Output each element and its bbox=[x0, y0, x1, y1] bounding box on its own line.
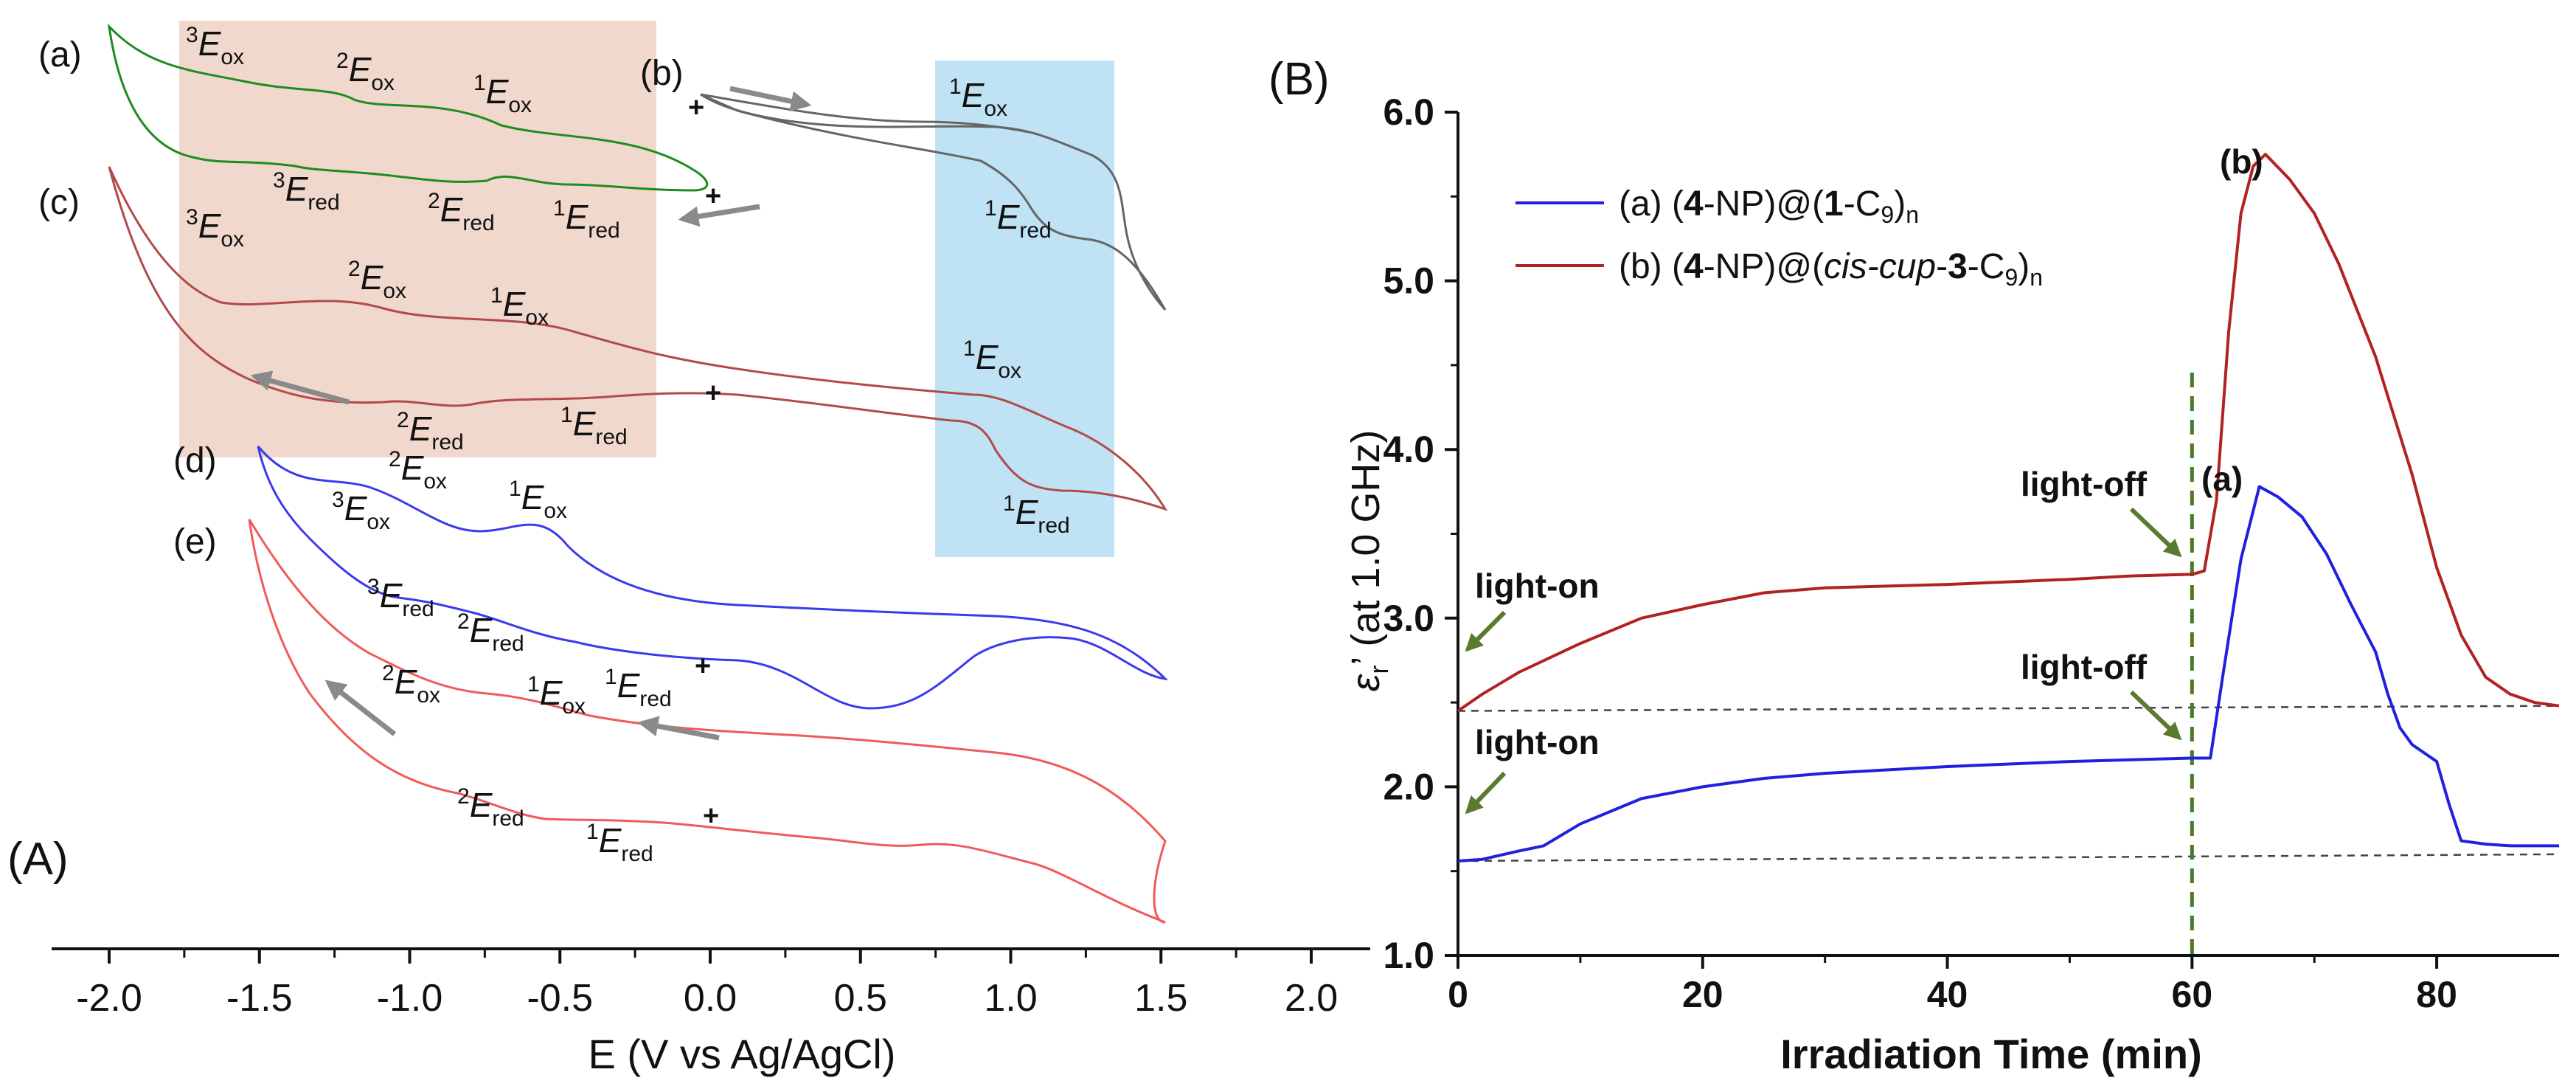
series-line-b bbox=[1457, 153, 2560, 713]
peak-label-c-1red: 1Ered bbox=[560, 403, 628, 449]
cv-curve-b bbox=[700, 93, 1167, 311]
panel-b-y-tick-label: 1.0 bbox=[1383, 935, 1434, 976]
series-label-a: (a) bbox=[2201, 460, 2243, 498]
annotation-light-off-b: light-off bbox=[2021, 465, 2148, 503]
region-negative-window bbox=[179, 21, 656, 457]
peak-label-e-1red: 1Ered bbox=[586, 820, 653, 866]
panel-a-x-tick-label: 2.0 bbox=[1285, 977, 1338, 1020]
panel-a-x-tick-label: 1.5 bbox=[1134, 977, 1187, 1020]
cv-curve-e bbox=[248, 519, 1167, 924]
annotation-light-off-a: light-off bbox=[2021, 648, 2148, 686]
curve-label-e: (e) bbox=[173, 522, 217, 561]
peak-label-b-1ox: 1Eox bbox=[949, 75, 1007, 121]
curve-label-b: (b) bbox=[640, 54, 684, 93]
panel-a-x-tick-label: 0.0 bbox=[684, 977, 737, 1020]
panel-a-x-tick-label: -2.0 bbox=[76, 977, 142, 1020]
panel-a-x-tick-label: 0.5 bbox=[834, 977, 887, 1020]
arrow-d-direction bbox=[637, 716, 720, 741]
panel-a-x-tick-label: -1.0 bbox=[377, 977, 443, 1020]
panel-b-label: (B) bbox=[1268, 54, 1330, 105]
panel-b-reference-lines bbox=[1457, 373, 2560, 955]
panel-b-x-tick-label: 20 bbox=[1682, 974, 1723, 1015]
peak-label-b-1red: 1Ered bbox=[985, 196, 1052, 243]
peak-label-d-1ox: 1Eox bbox=[509, 477, 567, 523]
panel-a-x-ticks: -2.0 -1.5 -1.0 -0.5 0.0 0.5 1.0 1.5 2.0 bbox=[76, 949, 1338, 1020]
panel-b-y-tick-label: 6.0 bbox=[1383, 91, 1434, 133]
panel-a-x-tick-label: -1.5 bbox=[226, 977, 293, 1020]
series-label-b: (b) bbox=[2220, 142, 2263, 181]
curve-label-a: (a) bbox=[38, 35, 82, 75]
peak-label-c-3ox: 3Eox bbox=[186, 205, 244, 252]
peak-label-a-3ox: 3Eox bbox=[186, 23, 244, 69]
panel-a: + + + + + (a) (b) (c) (d) (e) 3Eox 2Eox … bbox=[7, 21, 1370, 1077]
peak-label-a-2red: 2Ered bbox=[428, 189, 495, 235]
panel-b-y-tick-label: 3.0 bbox=[1383, 598, 1434, 639]
peak-label-c-2red: 2Ered bbox=[397, 408, 464, 454]
panel-b: (B) 0 20 40 60 80 1.0 2.0 3.0 4.0 5.0 6.0 εr’ (at … bbox=[1268, 54, 2560, 1077]
reference-line-baseline-a bbox=[1457, 853, 2560, 862]
region-positive-window bbox=[935, 60, 1114, 557]
arrow-light-off-b bbox=[2129, 507, 2182, 558]
arrow-c-direction bbox=[250, 370, 350, 405]
start-marker-c: + bbox=[705, 378, 721, 409]
peak-label-e-2ox: 2Eox bbox=[382, 661, 440, 708]
panel-a-x-tick-label: 1.0 bbox=[984, 977, 1037, 1020]
peak-label-c-1ox-positive: 1Eox bbox=[963, 336, 1021, 383]
panel-b-x-tick-label: 80 bbox=[2416, 974, 2457, 1015]
cv-curve-d bbox=[257, 446, 1169, 710]
peak-label-d-3ox: 3Eox bbox=[332, 488, 390, 534]
legend: (a) (4-NP)@(1-C9)n (b) (4-NP)@(cis-cup-3… bbox=[1516, 184, 2043, 291]
panel-b-y-tick-label: 5.0 bbox=[1383, 260, 1434, 302]
panel-b-x-tick-label: 0 bbox=[1448, 974, 1468, 1015]
start-marker-e: + bbox=[703, 801, 719, 832]
peak-label-a-1red: 1Ered bbox=[553, 196, 620, 243]
peak-label-d-2red: 2Ered bbox=[457, 609, 524, 656]
legend-entry-b: (b) (4-NP)@(cis-cup-3-C9)n bbox=[1619, 247, 2043, 291]
legend-entry-a: (a) (4-NP)@(1-C9)n bbox=[1619, 184, 1919, 228]
panel-b-x-tick-label: 60 bbox=[2172, 974, 2213, 1015]
peak-label-a-3red: 3Ered bbox=[273, 168, 340, 215]
panel-a-x-tick-label: -0.5 bbox=[527, 977, 593, 1020]
peak-label-c-2ox: 2Eox bbox=[348, 257, 406, 303]
peak-label-c-1ox: 1Eox bbox=[490, 283, 549, 330]
start-marker-d: + bbox=[695, 651, 711, 682]
peak-label-e-2red: 2Ered bbox=[457, 784, 524, 831]
panel-b-y-axis-title: εr’ (at 1.0 GHz) bbox=[1344, 430, 1394, 692]
panel-b-x-tick-label: 40 bbox=[1927, 974, 1968, 1015]
series-line-a bbox=[1457, 485, 2559, 862]
arrow-b-direction bbox=[729, 86, 812, 112]
arrow-e-direction bbox=[324, 680, 397, 736]
annotation-light-on-b: light-on bbox=[1475, 567, 1600, 605]
peak-label-c-1red-positive: 1Ered bbox=[1003, 491, 1070, 538]
cv-curve-c bbox=[108, 166, 1168, 511]
arrow-light-off-a bbox=[2129, 690, 2182, 741]
cv-curve-a bbox=[107, 23, 709, 192]
peak-label-d-2ox: 2Eox bbox=[389, 447, 447, 494]
arrow-light-on-a bbox=[1465, 771, 1507, 815]
peak-label-e-1ox: 1Eox bbox=[527, 672, 586, 719]
start-marker-a: + bbox=[705, 181, 721, 212]
arrow-light-on-b bbox=[1465, 610, 1507, 652]
start-marker-b: + bbox=[688, 92, 704, 123]
peak-label-a-2ox: 2Eox bbox=[336, 49, 395, 95]
panel-b-series bbox=[1457, 153, 2560, 862]
peak-label-d-3red: 3Ered bbox=[367, 575, 434, 621]
panel-a-label: (A) bbox=[7, 834, 69, 885]
peak-label-a-1ox: 1Eox bbox=[473, 71, 532, 117]
peak-label-d-1red: 1Ered bbox=[605, 665, 672, 711]
panel-b-y-tick-label: 4.0 bbox=[1383, 429, 1434, 470]
panel-b-y-tick-label: 2.0 bbox=[1383, 766, 1434, 807]
panel-b-x-axis-title: Irradiation Time (min) bbox=[1780, 1031, 2201, 1077]
panel-b-ticks: 0 20 40 60 80 1.0 2.0 3.0 4.0 5.0 6.0 bbox=[1383, 91, 2457, 1015]
annotation-light-on-a: light-on bbox=[1475, 723, 1600, 761]
reference-line-baseline-b bbox=[1457, 705, 2560, 712]
curve-label-c: (c) bbox=[38, 183, 80, 222]
panel-a-x-axis-title: E (V vs Ag/AgCl) bbox=[588, 1031, 895, 1077]
curve-label-d: (d) bbox=[173, 441, 217, 480]
arrow-a-direction bbox=[678, 204, 760, 227]
